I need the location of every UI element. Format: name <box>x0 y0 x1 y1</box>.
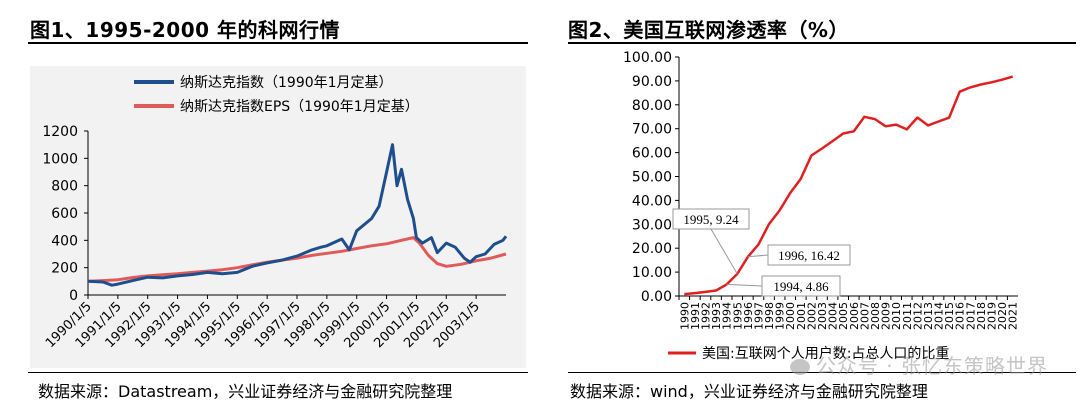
title-underline <box>568 42 1076 44</box>
x-tick-label: 2020 <box>996 302 1009 330</box>
x-tick-label: 1994 <box>721 302 734 330</box>
x-tick-label: 1995 <box>731 302 744 330</box>
series-line-internet-penetration <box>684 75 1014 296</box>
y-tick-label: 600 <box>51 206 78 222</box>
x-tick-label: 2009 <box>880 302 893 330</box>
callout-leader <box>747 254 769 258</box>
nasdaq-chart: 0200400600800100012001990/1/51991/1/5199… <box>42 74 508 351</box>
y-tick-label: 200 <box>51 261 78 277</box>
x-tick-label: 1997 <box>752 302 765 330</box>
series-line-nasdaq-eps <box>87 236 507 283</box>
x-tick-label: 2019 <box>986 302 999 330</box>
x-tick-label: 1991 <box>689 302 702 330</box>
y-tick-label: 1200 <box>42 124 78 140</box>
y-tick-label: 10.00 <box>632 265 672 281</box>
y-tick-label: 40.00 <box>632 193 672 209</box>
callout-box <box>767 244 851 266</box>
right-figure-panel: 图2、美国互联网渗透率（%） 0.00 10.00 20.00 30.00 40.00 5… <box>540 0 1080 412</box>
x-tick-label: 2011 <box>901 302 914 330</box>
callout-leader <box>710 228 738 275</box>
left-figure-title: 图1、1995-2000 年的科网行情 <box>30 18 341 42</box>
right-source-note: 数据来源：wind，兴业证券经济与金融研究院整理 <box>570 382 928 401</box>
x-tick-label: 2002 <box>805 302 818 330</box>
callout-label: 1994, 4.86 <box>773 279 829 294</box>
y-tick-label: 80.00 <box>632 98 672 114</box>
x-tick-label: 2006 <box>848 302 861 330</box>
y-tick-label: 20.00 <box>632 241 672 257</box>
y-tick-label: 0.00 <box>641 289 672 305</box>
x-tick-label: 2004 <box>827 302 840 330</box>
x-tick-label: 1990 <box>678 302 691 330</box>
x-tick-label: 2018 <box>975 302 988 330</box>
y-tick-label: 100.00 <box>623 50 672 66</box>
wechat-icon <box>789 359 810 375</box>
plot-background <box>30 66 526 368</box>
legend-label: 纳斯达克指数EPS（1990年1月定基） <box>180 98 419 115</box>
legend-label: 美国:互联网个人用户数:占总人口的比重 <box>702 345 949 362</box>
right-figure-title: 图2、美国互联网渗透率（%） <box>568 18 849 42</box>
source-divider <box>28 372 528 373</box>
title-underline <box>28 42 528 44</box>
left-source-note: 数据来源：Datastream，兴业证券经济与金融研究院整理 <box>38 382 453 401</box>
y-tick-label: 1000 <box>42 151 78 167</box>
x-tick-label: 2016 <box>954 302 967 330</box>
y-tick-label: 90.00 <box>632 74 672 90</box>
y-tick-label: 0 <box>69 288 78 304</box>
x-tick-label: 1999 <box>774 302 787 330</box>
x-tick-label: 2007 <box>858 302 871 330</box>
x-tick-label: 2013 <box>922 302 935 330</box>
x-tick-label: 2008 <box>869 302 882 330</box>
y-tick-label: 400 <box>51 233 78 249</box>
x-tick-label: 2010 <box>890 302 903 330</box>
x-tick-label: 2003 <box>816 302 829 330</box>
watermark: 公众号 · 张忆东策略世界 <box>789 350 1048 379</box>
x-tick-label: 2012 <box>911 302 924 330</box>
y-tick-label: 60.00 <box>632 146 672 162</box>
y-tick-label: 800 <box>51 179 78 195</box>
x-tick-label: 2000 <box>784 302 797 330</box>
y-tick-label: 30.00 <box>632 217 672 233</box>
y-tick-label: 70.00 <box>632 122 672 138</box>
x-tick-label: 2021 <box>1007 302 1020 330</box>
x-tick-label: 1996 <box>742 302 755 330</box>
x-tick-label: 1998 <box>763 302 776 330</box>
x-tick-label: 1992 <box>699 302 712 330</box>
callout-box <box>761 275 841 297</box>
x-tick-label: 2015 <box>943 302 956 330</box>
x-tick-label: 1993 <box>710 302 723 330</box>
callout-label: 1996, 16.42 <box>778 248 840 263</box>
x-tick-label: 2014 <box>933 302 946 330</box>
callout-box <box>672 208 750 230</box>
callout-label: 1995, 9.24 <box>683 212 739 227</box>
callout-leader <box>726 283 763 287</box>
series-line-nasdaq-index <box>87 143 508 287</box>
x-tick-label: 2017 <box>964 302 977 330</box>
legend-label: 纳斯达克指数（1990年1月定基） <box>180 74 393 91</box>
source-divider <box>568 372 1076 373</box>
y-tick-label: 50.00 <box>632 170 672 186</box>
x-tick-label: 2001 <box>795 302 808 330</box>
watermark-text: 公众号 · 张忆东策略世界 <box>815 354 1048 378</box>
internet-penetration-chart: 0.00 10.00 20.00 30.00 40.00 50.00 60.00 70.00 8… <box>623 50 1020 362</box>
x-tick-label: 2005 <box>837 302 850 330</box>
left-figure-panel: 图1、1995-2000 年的科网行情 0 200 400 600 800 1000 120… <box>28 18 528 401</box>
